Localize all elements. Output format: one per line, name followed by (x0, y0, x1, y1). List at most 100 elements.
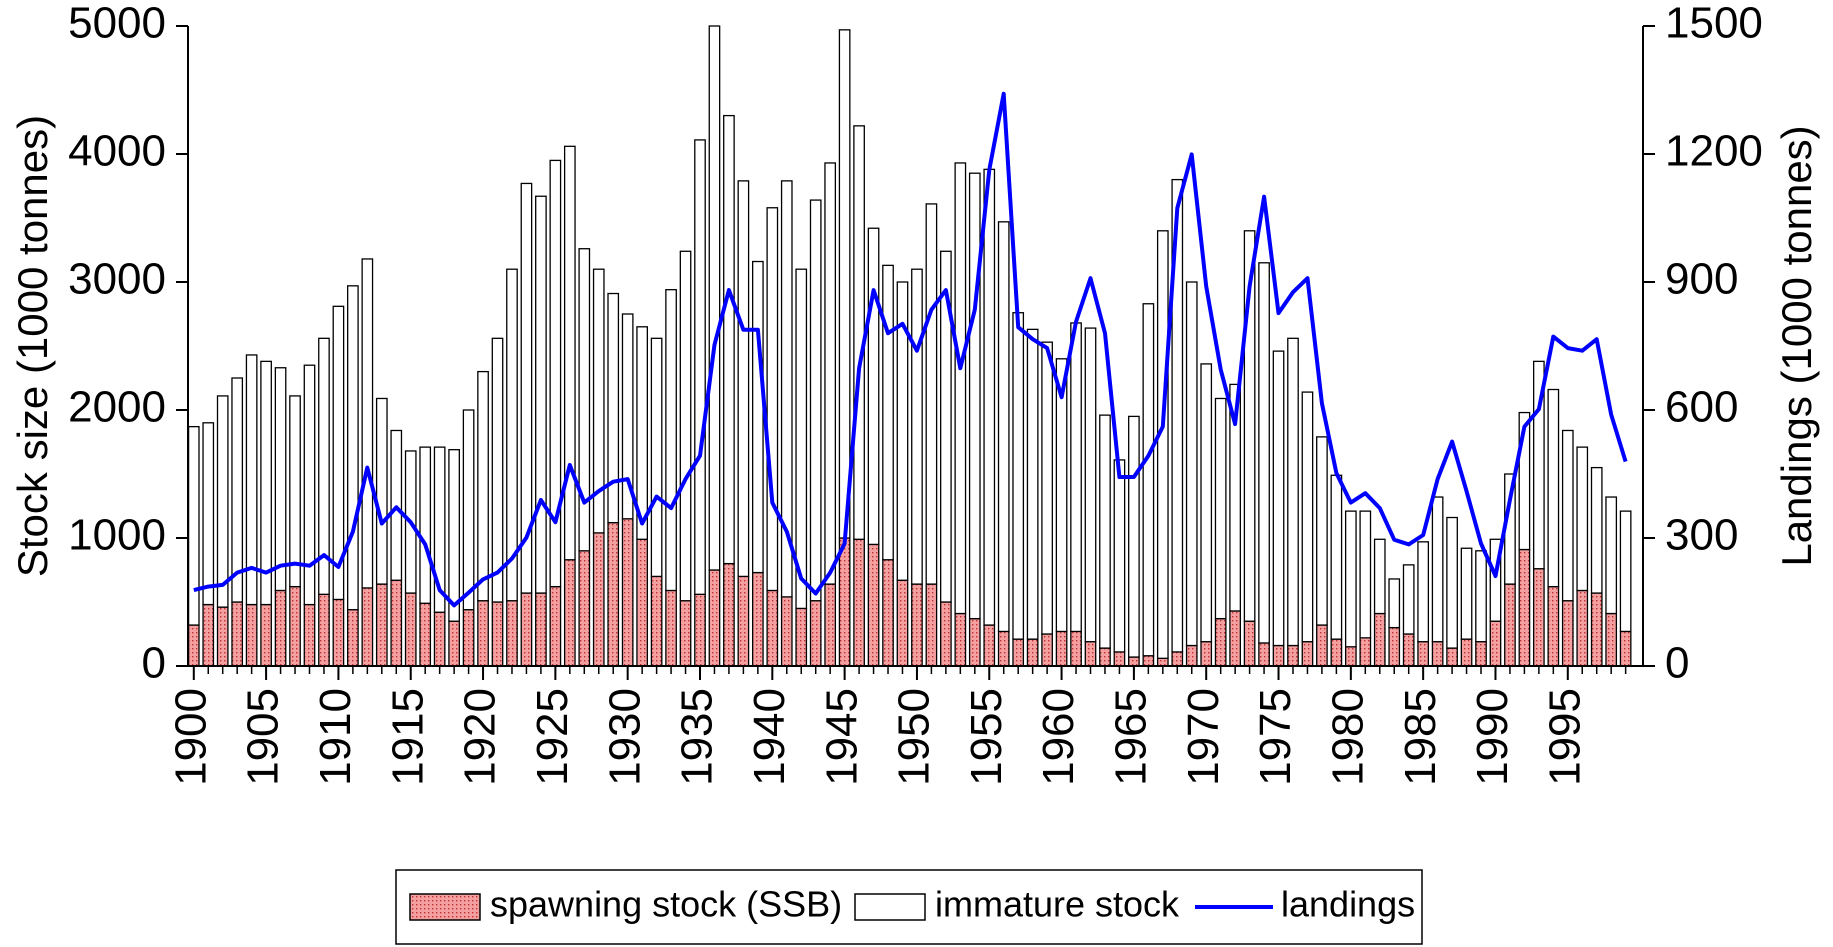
y-tick-label: 2000 (68, 383, 166, 432)
bar (1547, 585, 1560, 667)
bar (1214, 617, 1227, 667)
line (193, 91, 1628, 608)
bar (1055, 630, 1068, 667)
bar (1417, 641, 1430, 667)
x-tick-label: 1940 (745, 688, 794, 786)
bar (332, 305, 345, 601)
bar (419, 602, 432, 667)
bar (911, 268, 923, 585)
bar (1533, 568, 1545, 667)
bar (1156, 657, 1169, 667)
x-tick-label: 1980 (1323, 688, 1372, 786)
x-tick-label: 1995 (1540, 688, 1589, 786)
bar (780, 596, 793, 667)
x-tick-label: 1910 (311, 688, 360, 786)
y-tick-label: 4000 (68, 127, 166, 176)
bar (433, 611, 446, 667)
bar (477, 600, 489, 667)
x-tick-label: 1985 (1396, 688, 1445, 786)
x-tick-label: 1975 (1251, 688, 1300, 786)
bar (1185, 644, 1198, 667)
bar (751, 260, 764, 574)
bar (1316, 436, 1328, 626)
bar (766, 207, 779, 592)
bar (1446, 647, 1458, 667)
bar (1605, 496, 1618, 615)
bar (1113, 459, 1126, 653)
bar (361, 258, 374, 589)
x-tick-label: 1900 (166, 688, 215, 786)
bar (737, 180, 750, 578)
bar (954, 162, 967, 615)
legend-label: landings (1281, 884, 1415, 925)
bar (809, 199, 822, 602)
bar (1041, 633, 1053, 667)
bar (751, 571, 764, 667)
bar (824, 162, 837, 585)
bar (506, 600, 518, 667)
bar (477, 370, 489, 602)
x-tick-label: 1915 (383, 688, 432, 786)
bar (1012, 312, 1025, 640)
bar (1301, 391, 1314, 643)
x-tick-label: 1955 (962, 688, 1011, 786)
bar (983, 624, 996, 667)
bar (925, 583, 938, 667)
bar (607, 292, 620, 524)
bar (1200, 641, 1213, 667)
bar (231, 601, 244, 667)
bar (1475, 641, 1487, 667)
y-axis-title: Stock size (1000 tonnes) (9, 115, 56, 577)
bar (1214, 397, 1227, 620)
bar (1243, 620, 1256, 667)
bar (679, 600, 692, 667)
bar (1055, 358, 1068, 633)
bar (766, 589, 779, 667)
bar (361, 587, 374, 667)
x-tick-label: 1990 (1468, 688, 1517, 786)
bar (838, 537, 851, 667)
bar (1272, 644, 1285, 667)
bar (578, 550, 591, 667)
bar (636, 538, 649, 667)
bar (535, 592, 547, 667)
bar (187, 425, 200, 626)
bar (1359, 637, 1372, 667)
bar (1417, 541, 1430, 643)
bar (462, 409, 475, 611)
bar (260, 360, 272, 606)
bar (1099, 414, 1111, 649)
bar (968, 172, 981, 620)
bar (433, 446, 446, 613)
bar (1373, 612, 1386, 667)
bar (1200, 363, 1213, 643)
x-tick-label: 1945 (817, 688, 866, 786)
y2-tick-label: 0 (1665, 639, 1689, 688)
bar (708, 25, 721, 571)
legend-label: spawning stock (SSB) (490, 884, 842, 925)
bar (1316, 624, 1328, 667)
bar (274, 367, 287, 592)
bar (448, 620, 460, 667)
bar (1475, 550, 1487, 643)
bar (708, 569, 721, 667)
bar (549, 585, 562, 667)
bar (1619, 510, 1632, 633)
bar (231, 377, 244, 603)
y-tick-label: 3000 (68, 255, 166, 304)
y-tick-label: 1000 (68, 511, 166, 560)
bar (650, 337, 663, 578)
bar (1489, 620, 1502, 667)
bar (621, 313, 634, 520)
x-tick-label: 1920 (456, 688, 505, 786)
bar (650, 575, 663, 667)
bar (1113, 651, 1126, 667)
bar (303, 603, 316, 667)
bar (780, 180, 793, 598)
bar (1518, 548, 1531, 667)
x-tick-label: 1925 (528, 688, 577, 786)
bar (347, 609, 359, 667)
bar (1258, 262, 1270, 644)
bar (1272, 350, 1285, 647)
